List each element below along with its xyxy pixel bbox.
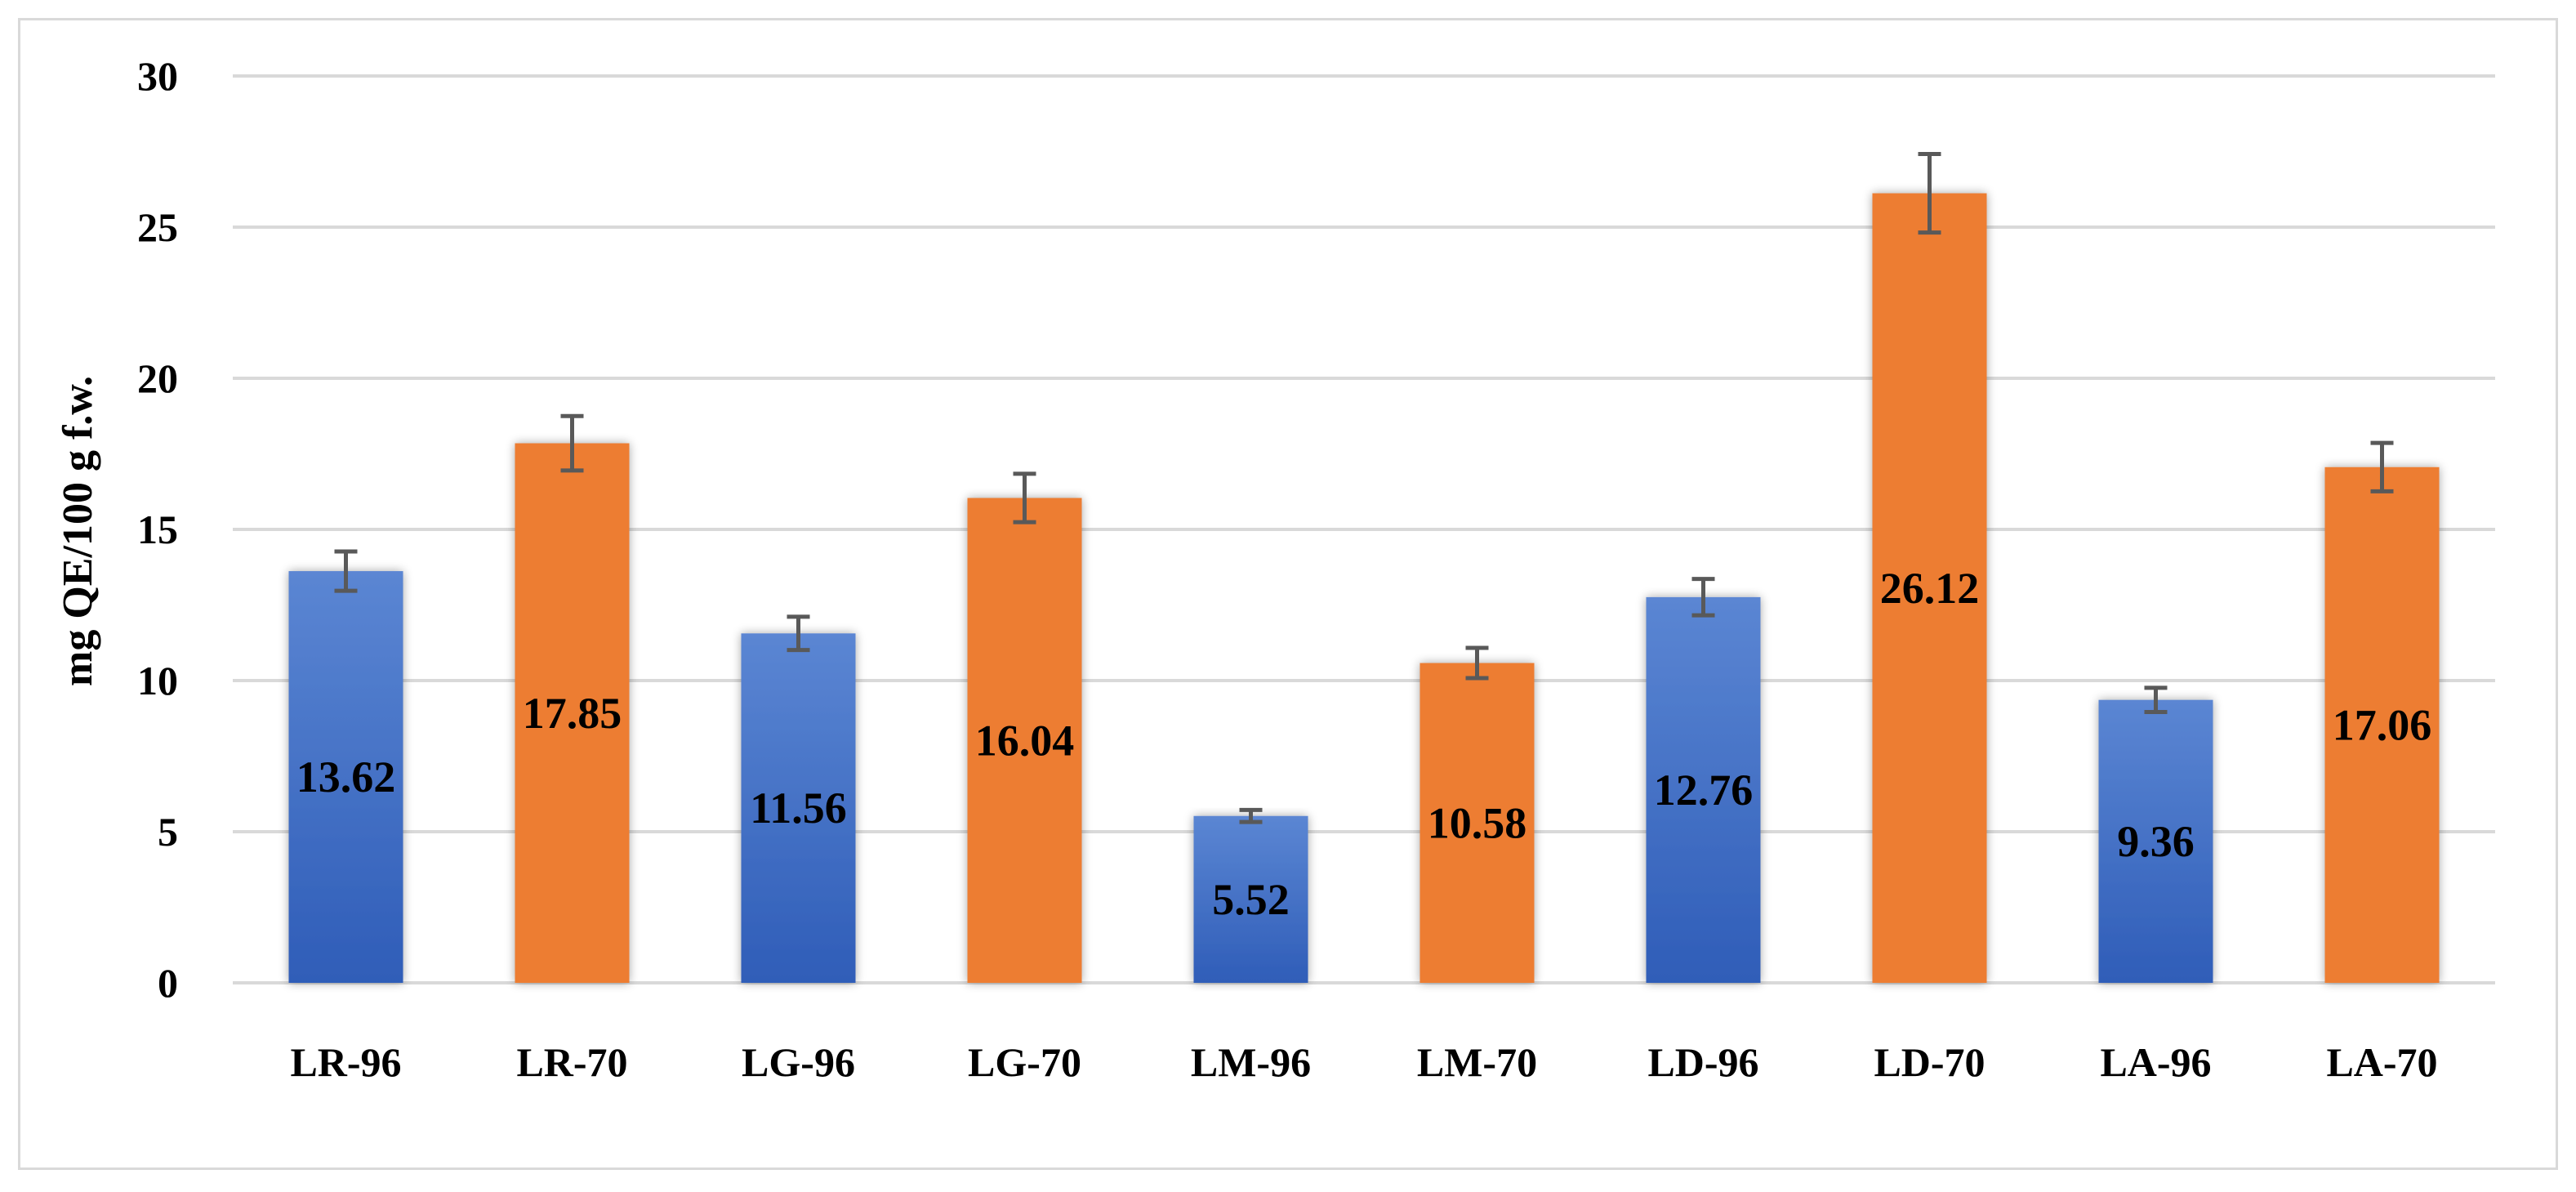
data-label-LA-96: 9.36 [2117, 817, 2195, 866]
bar-LA-70 [2324, 467, 2440, 983]
error-bar-LR-96 [334, 549, 358, 593]
data-label-LD-96: 12.76 [1654, 766, 1754, 815]
y-tick-label: 10 [137, 658, 178, 703]
y-axis-ticks: 0 5 10 15 20 25 30 [137, 53, 178, 1006]
data-label-LR-96: 13.62 [296, 752, 396, 801]
bar-LG-70 [967, 498, 1082, 983]
x-tick-label-LD-70: LD-70 [1874, 1039, 1985, 1085]
error-bar-LD-70 [1918, 151, 1941, 235]
x-tick-label-LA-96: LA-96 [2100, 1039, 2211, 1085]
error-bar-LA-70 [2370, 440, 2394, 493]
error-bar-LM-70 [1465, 645, 1489, 681]
x-tick-label-LA-70: LA-70 [2326, 1039, 2437, 1085]
y-axis-title: mg QE/100 g f.w. [55, 376, 101, 686]
x-tick-label-LM-96: LM-96 [1191, 1039, 1311, 1085]
error-bar-LR-70 [560, 413, 584, 473]
x-tick-label-LR-70: LR-70 [516, 1039, 627, 1085]
y-tick-label: 20 [137, 355, 178, 401]
y-tick-label: 0 [158, 960, 178, 1006]
x-tick-label-LR-96: LR-96 [290, 1039, 401, 1085]
bar-LA-96 [2098, 699, 2213, 983]
x-axis-ticks: LR-96 LR-70 LG-96 LG-70 LM-96 LM-70 LD-96 LD-70… [290, 1039, 2437, 1085]
error-bars [334, 151, 2394, 824]
data-labels: 13.62 17.85 11.56 16.04 5.52 10.58 12.76 26.12 9… [296, 564, 2432, 924]
bar-LD-70 [1872, 193, 1987, 983]
bar-LG-96 [741, 633, 856, 983]
bar-LD-96 [1646, 596, 1761, 983]
x-tick-label-LG-96: LG-96 [742, 1039, 855, 1085]
data-label-LM-70: 10.58 [1428, 798, 1527, 847]
y-tick-label: 25 [137, 204, 178, 250]
error-bar-LA-96 [2144, 685, 2168, 714]
bar-LR-96 [288, 571, 403, 983]
y-tick-label: 30 [137, 53, 178, 99]
bar-LM-96 [1193, 815, 1308, 983]
x-tick-label-LM-70: LM-70 [1417, 1039, 1537, 1085]
bar-LR-70 [515, 443, 630, 983]
x-tick-label-LD-96: LD-96 [1647, 1039, 1758, 1085]
error-bar-LM-96 [1239, 807, 1263, 824]
y-tick-label: 5 [158, 809, 178, 855]
x-tick-label-LG-70: LG-70 [968, 1039, 1081, 1085]
error-bar-LD-96 [1691, 577, 1715, 618]
data-label-LA-70: 17.06 [2333, 700, 2432, 749]
data-label-LM-96: 5.52 [1212, 875, 1290, 924]
y-tick-label: 15 [137, 507, 178, 552]
bar-LM-70 [1419, 663, 1535, 983]
data-label-LG-70: 16.04 [975, 716, 1075, 765]
data-label-LR-70: 17.85 [523, 689, 622, 738]
error-bar-LG-70 [1013, 471, 1036, 525]
data-label-LD-70: 26.12 [1880, 564, 1980, 613]
bars [288, 193, 2440, 983]
error-bar-LG-96 [787, 614, 810, 653]
data-label-LG-96: 11.56 [750, 784, 847, 833]
